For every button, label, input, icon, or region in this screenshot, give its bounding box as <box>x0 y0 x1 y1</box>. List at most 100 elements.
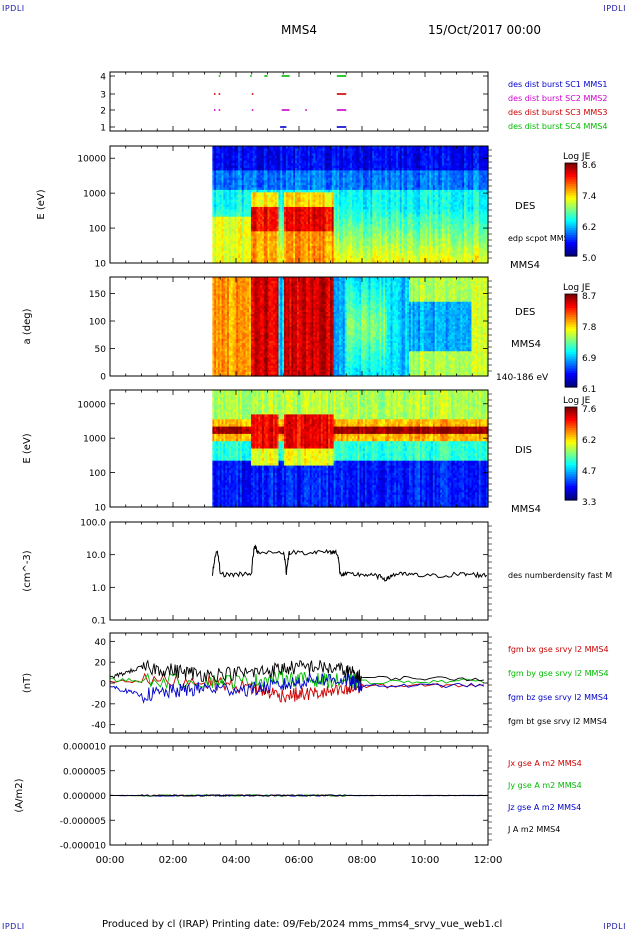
current-series-3 <box>109 794 488 797</box>
colorbar-cell <box>565 486 577 489</box>
colorbar-cell <box>565 446 577 450</box>
colorbar-cell <box>565 209 577 213</box>
colorbar-frame-2 <box>564 406 578 501</box>
current-ylabel: (A/m2) <box>14 778 25 812</box>
colorbar-cell <box>565 439 577 443</box>
des-energy-spectrogram <box>212 146 489 264</box>
colorbar-cell <box>565 237 577 241</box>
colorbar-cell <box>565 310 577 314</box>
colorbar-cell <box>565 455 577 459</box>
colorbar-cell <box>565 382 577 386</box>
colorbar-cell <box>565 305 577 309</box>
corner-logo-top-left: IPDLI <box>2 4 25 13</box>
colorbar-cell <box>565 321 577 325</box>
time-tick-label: 10:00 <box>411 855 440 866</box>
time-tick-label: 12:00 <box>474 855 503 866</box>
colorbar-cell <box>565 368 577 372</box>
bfield-legend-0: fgm bx gse srvy l2 MMS4 <box>508 645 609 654</box>
colorbar-cell <box>565 437 577 441</box>
colorbar-cell <box>565 497 577 501</box>
burst-mark <box>250 75 252 77</box>
dis-energy-spacecraft: MMS4 <box>511 504 541 515</box>
y-tick-label-6: 0.000010 <box>63 743 106 753</box>
colorbar-cell <box>565 207 577 211</box>
colorbar-cell <box>565 331 577 335</box>
colorbar-cell <box>565 448 577 452</box>
current-legend-1: Jy gse A m2 MMS4 <box>507 781 582 790</box>
current-legend-2: Jz gse A m2 MMS4 <box>507 803 581 812</box>
colorbar-cell <box>565 246 577 250</box>
colorbar-cell <box>565 204 577 208</box>
colorbar-cell <box>565 214 577 218</box>
corner-logo-top-right: IPDLI <box>603 4 626 13</box>
colorbar-cell <box>565 296 577 300</box>
burst-legend-1: des dist burst SC1 MMS1 <box>508 80 607 89</box>
colorbar-cell <box>565 423 577 427</box>
colorbar-cell <box>565 174 577 178</box>
colorbar-cell <box>565 340 577 344</box>
colorbar-cell <box>565 232 577 236</box>
density-series <box>211 544 488 582</box>
panel-frame-0 <box>109 71 489 132</box>
colorbar-cell <box>565 218 577 222</box>
y-tick-label-1: 10 <box>95 260 107 270</box>
colorbar-cell <box>565 223 577 227</box>
des-energy-sublabel: edp scpot MMS4 <box>508 234 574 243</box>
y-tick-label-6: -0.000005 <box>60 817 106 827</box>
des-pitch-spacecraft: MMS4 <box>511 339 541 350</box>
bfield-legend-2: fgm bz gse srvy l2 MMS4 <box>508 693 608 702</box>
burst-mark <box>281 75 290 77</box>
colorbar-cell <box>565 211 577 215</box>
colorbar-cell <box>565 200 577 204</box>
colorbar-cell <box>565 349 577 353</box>
colorbar-cell <box>565 430 577 434</box>
footer-credit: Produced by cl (IRAP) Printing date: 09/… <box>102 919 502 930</box>
colorbar-cell <box>565 411 577 415</box>
y-tick-label-5: -20 <box>91 700 106 710</box>
y-tick-label-4: 100.0 <box>80 519 106 529</box>
y-tick-label-5: 20 <box>95 659 107 669</box>
burst-mark <box>251 93 254 95</box>
y-tick-label-3: 10000 <box>77 400 106 410</box>
colorbar-cell <box>565 172 577 176</box>
time-tick-label: 04:00 <box>222 855 251 866</box>
colorbar-cell <box>565 239 577 243</box>
colorbar-cell <box>565 481 577 485</box>
colorbar-cell <box>565 472 577 476</box>
colorbar-cell <box>565 221 577 225</box>
colorbar-cell <box>565 303 577 307</box>
colorbar-cell <box>565 451 577 455</box>
colorbar-cell <box>565 235 577 238</box>
y-tick-label-5: -40 <box>91 721 106 731</box>
corner-logo-bottom-left: IPDLI <box>2 922 25 931</box>
colorbar-cell <box>565 462 577 466</box>
colorbar-cell <box>565 444 577 448</box>
colorbar-cell <box>565 432 577 436</box>
colorbar-cell <box>565 317 577 321</box>
bfield-legend-1: fgm by gse srvy l2 MMS4 <box>508 669 609 678</box>
des-pitch-ylabel: a (deg) <box>22 308 33 344</box>
colorbar-cell <box>565 181 577 185</box>
y-tick-label-2: 100 <box>89 318 106 328</box>
colorbar-cell <box>565 354 577 358</box>
colorbar-cell <box>565 384 577 388</box>
y-tick-label-1: 10000 <box>77 155 106 165</box>
bfield-ylabel: (nT) <box>22 673 33 693</box>
colorbar-cell <box>565 249 577 252</box>
colorbar-cell <box>565 328 577 332</box>
burst-legend-2: des dist burst SC2 MMS2 <box>508 94 607 103</box>
colorbar-cell <box>565 225 577 229</box>
colorbar-tick-2: 7.6 <box>582 405 597 415</box>
colorbar-cell <box>565 253 577 257</box>
colorbar-cell <box>565 407 577 410</box>
current-legend-0: Jx gse A m2 MMS4 <box>507 759 582 768</box>
colorbar-cell <box>565 488 577 492</box>
colorbar-cell <box>565 193 577 197</box>
colorbar-cell <box>565 294 577 297</box>
colorbar-cell <box>565 458 577 462</box>
burst-mark <box>218 109 221 111</box>
y-tick-label-3: 100 <box>89 469 106 479</box>
des-energy-spacecraft: MMS4 <box>510 260 540 271</box>
y-tick-label-5: 40 <box>95 638 107 648</box>
bfield-series-3 <box>109 659 484 684</box>
